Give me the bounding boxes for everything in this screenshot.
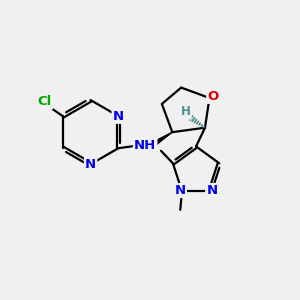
Text: H: H (181, 106, 190, 118)
Text: N: N (113, 110, 124, 123)
Text: O: O (207, 90, 219, 103)
Text: N: N (175, 184, 186, 197)
Text: N: N (206, 184, 218, 197)
Text: N: N (175, 184, 186, 197)
Text: N: N (206, 184, 218, 197)
Text: Cl: Cl (38, 95, 52, 108)
Text: NH: NH (134, 139, 156, 152)
Text: O: O (207, 90, 219, 103)
Text: NH: NH (134, 139, 156, 152)
Text: N: N (85, 158, 96, 171)
Text: Cl: Cl (38, 95, 52, 108)
Polygon shape (150, 132, 172, 148)
Text: N: N (113, 110, 124, 123)
Text: N: N (85, 158, 96, 171)
Text: H: H (181, 106, 190, 118)
